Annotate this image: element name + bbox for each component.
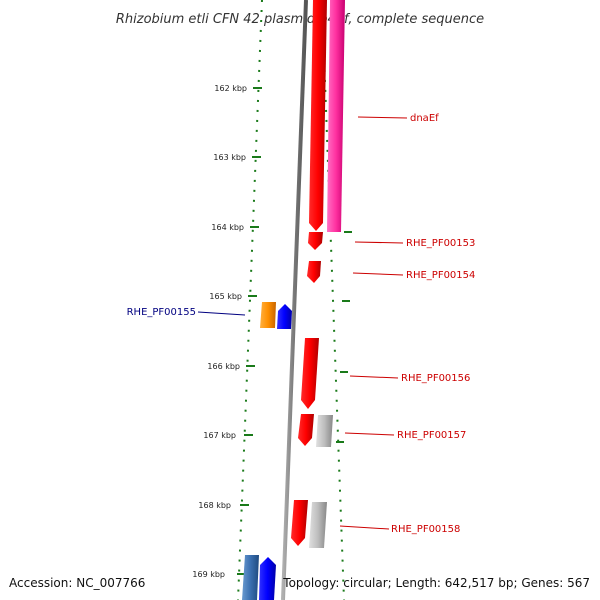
label-leaders [197, 116, 408, 530]
gene-rhe-pf00154[interactable] [307, 261, 321, 283]
tick-labels: 162 kbp 163 kbp 164 kbp 165 kbp 166 kbp … [192, 84, 247, 579]
tick-label: 167 kbp [203, 431, 236, 440]
map-title: Rhizobium etli CFN 42 plasmid p42f, comp… [116, 12, 484, 27]
gene-label-rhe-pf00153[interactable]: RHE_PF00153 [406, 238, 475, 249]
gene-rhe-pf00153[interactable] [308, 232, 323, 250]
gene-grey-feature-1[interactable] [316, 415, 333, 447]
tick-label: 168 kbp [198, 501, 231, 510]
gene-rhe-pf00158[interactable] [291, 500, 308, 546]
leader-line [354, 241, 404, 244]
tick-group [237, 87, 352, 575]
tick-ring [237, 0, 263, 600]
leader-line [352, 272, 404, 276]
gene-label-rhe-pf00154[interactable]: RHE_PF00154 [406, 270, 475, 281]
gene-pink-feature[interactable] [327, 0, 345, 232]
gene-grey-feature-2[interactable] [309, 502, 327, 548]
tick-label: 169 kbp [192, 570, 225, 579]
gene-labels: dnaEf RHE_PF00153 RHE_PF00154 RHE_PF0015… [127, 113, 476, 535]
gene-label-rhe-pf00157[interactable]: RHE_PF00157 [397, 430, 466, 441]
outer-guide-ring [321, 0, 345, 600]
tick-label: 163 kbp [213, 153, 246, 162]
gene-rhe-pf00157[interactable] [298, 414, 314, 446]
tick-label: 166 kbp [207, 362, 240, 371]
tick-label: 162 kbp [214, 84, 247, 93]
leader-line [357, 116, 408, 119]
gene-label-rhe-pf00158[interactable]: RHE_PF00158 [391, 524, 460, 535]
gene-label-dnaEf[interactable]: dnaEf [410, 113, 439, 124]
gene-dnaEf[interactable] [309, 0, 327, 231]
leader-line [197, 311, 246, 316]
summary-text: Topology: circular; Length: 642,517 bp; … [282, 576, 590, 590]
gene-inner-blue-1[interactable] [277, 304, 292, 329]
leader-line [339, 525, 390, 530]
gene-inner-blue-2[interactable] [259, 557, 276, 600]
gene-steel-feature[interactable] [242, 555, 259, 600]
tick-label: 164 kbp [211, 223, 244, 232]
gene-rhe-pf00155[interactable] [260, 302, 276, 328]
backbone-ring [281, 0, 308, 600]
leader-line [349, 375, 399, 379]
gene-label-rhe-pf00155[interactable]: RHE_PF00155 [127, 307, 196, 318]
tick-label: 165 kbp [209, 292, 242, 301]
leader-line [344, 432, 395, 436]
accession-text: Accession: NC_007766 [9, 576, 145, 590]
gene-rhe-pf00156[interactable] [301, 338, 319, 409]
gene-label-rhe-pf00156[interactable]: RHE_PF00156 [401, 373, 470, 384]
